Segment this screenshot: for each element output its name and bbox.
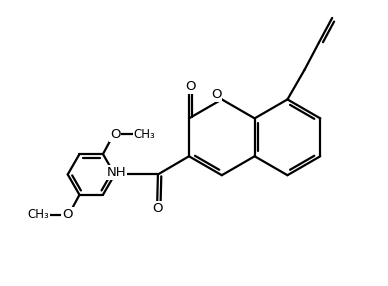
Text: O: O [62,208,73,221]
Text: O: O [185,80,196,93]
Text: O: O [152,202,163,215]
Text: O: O [211,88,222,101]
Text: O: O [110,128,120,140]
Text: CH₃: CH₃ [27,208,48,221]
Text: NH: NH [106,166,126,179]
Text: CH₃: CH₃ [134,128,156,141]
